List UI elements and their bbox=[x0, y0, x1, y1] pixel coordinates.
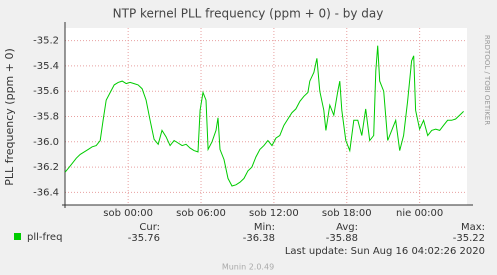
stat-value: -35.76 bbox=[128, 233, 160, 244]
x-tick-label: sob 00:00 bbox=[103, 208, 153, 219]
y-axis-label: PLL frequency (ppm + 0) bbox=[3, 48, 16, 186]
side-label: RRDTOOL / TOBI OETIKER bbox=[483, 35, 491, 125]
y-tick-label: -35.8 bbox=[33, 112, 59, 123]
y-tick-label: -35.6 bbox=[33, 86, 59, 97]
stat-value: -35.22 bbox=[453, 233, 485, 244]
x-tick-label: sob 12:00 bbox=[249, 208, 299, 219]
stat-value: -36.38 bbox=[243, 233, 275, 244]
legend-label: pll-freq bbox=[27, 232, 62, 243]
stat-header: Avg: bbox=[336, 222, 358, 233]
series-line bbox=[64, 45, 464, 187]
y-tick-label: -36.4 bbox=[33, 187, 59, 198]
y-tick-label: -36.0 bbox=[33, 137, 59, 148]
stat-header: Cur: bbox=[139, 222, 160, 233]
y-tick-label: -35.2 bbox=[33, 36, 59, 47]
y-tick-label: -36.2 bbox=[33, 162, 59, 173]
last-update: Last update: Sun Aug 16 04:02:26 2020 bbox=[285, 246, 485, 257]
y-tick-label: -35.4 bbox=[33, 61, 59, 72]
x-tick-label: nie 00:00 bbox=[396, 208, 443, 219]
x-tick-label: sob 18:00 bbox=[322, 208, 372, 219]
stat-value: -35.88 bbox=[326, 233, 358, 244]
x-tick-label: sob 06:00 bbox=[176, 208, 226, 219]
stat-header: Min: bbox=[254, 222, 275, 233]
stat-header: Max: bbox=[461, 222, 485, 233]
chart-title: NTP kernel PLL frequency (ppm + 0) - by … bbox=[113, 7, 384, 21]
legend-swatch bbox=[14, 233, 21, 240]
footer: Munin 2.0.49 bbox=[222, 263, 274, 272]
